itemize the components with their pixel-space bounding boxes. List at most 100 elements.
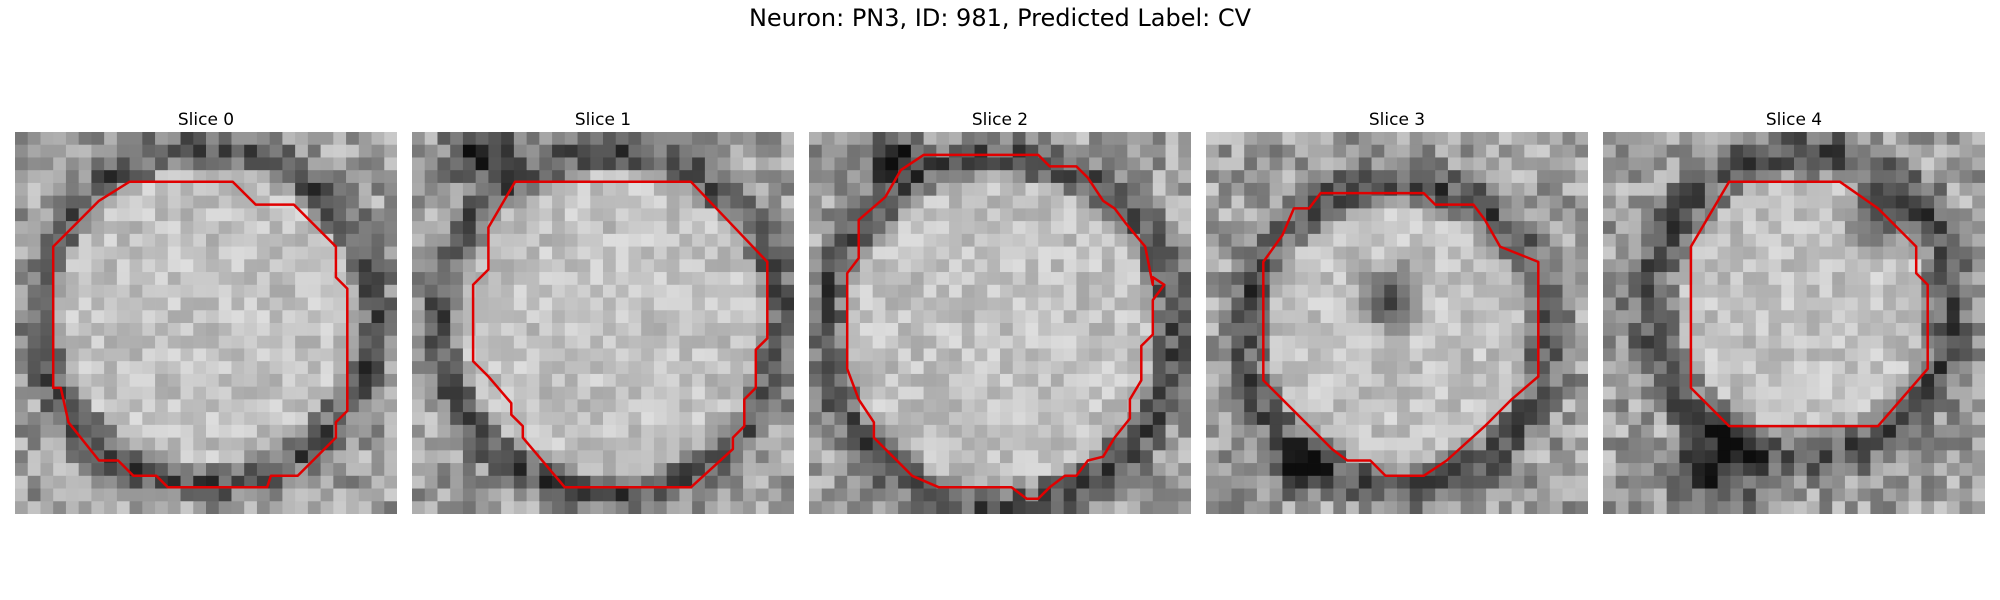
pixel (437, 489, 450, 502)
pixel (450, 450, 463, 463)
pixel (1127, 476, 1140, 489)
pixel (1051, 336, 1064, 349)
pixel (1628, 412, 1641, 425)
pixel (1845, 145, 1858, 158)
pixel (1972, 272, 1985, 285)
pixel (1178, 387, 1191, 400)
pixel (1960, 463, 1973, 476)
pixel (104, 221, 117, 234)
pixel (1947, 323, 1960, 336)
pixel (1321, 476, 1334, 489)
pixel (1819, 247, 1832, 260)
pixel (1219, 323, 1232, 336)
pixel (809, 399, 822, 412)
pixel (1972, 132, 1985, 145)
pixel (1333, 501, 1346, 514)
pixel (1563, 374, 1576, 387)
pixel (282, 463, 295, 476)
pixel (282, 145, 295, 158)
pixel (476, 387, 489, 400)
pixel (1524, 208, 1537, 221)
pixel (539, 476, 552, 489)
pixel (181, 412, 194, 425)
pixel (1960, 157, 1973, 170)
pixel (718, 259, 731, 272)
slice-image-3 (1206, 132, 1588, 514)
pixel (1013, 310, 1026, 323)
pixel (911, 285, 924, 298)
pixel (1333, 323, 1346, 336)
pixel (1781, 450, 1794, 463)
pixel (1858, 374, 1871, 387)
pixel (1896, 310, 1909, 323)
pixel (1807, 476, 1820, 489)
pixel (578, 221, 591, 234)
pixel (1384, 425, 1397, 438)
pixel (270, 247, 283, 260)
pixel (527, 425, 540, 438)
pixel (898, 450, 911, 463)
pixel (91, 463, 104, 476)
pixel (834, 412, 847, 425)
pixel (181, 361, 194, 374)
pixel (1947, 361, 1960, 374)
pixel (1244, 412, 1257, 425)
pixel (15, 387, 28, 400)
pixel (117, 259, 130, 272)
pixel (244, 399, 257, 412)
pixel (1064, 438, 1077, 451)
pixel (1896, 374, 1909, 387)
pixel (1333, 196, 1346, 209)
pixel (654, 425, 667, 438)
pixel (231, 234, 244, 247)
pixel (425, 425, 438, 438)
pixel (565, 450, 578, 463)
pixel (28, 272, 41, 285)
pixel (295, 310, 308, 323)
pixel (769, 463, 782, 476)
pixel (1486, 170, 1499, 183)
pixel (692, 310, 705, 323)
pixel (822, 145, 835, 158)
pixel (1270, 501, 1283, 514)
pixel (282, 399, 295, 412)
pixel (15, 463, 28, 476)
pixel (654, 221, 667, 234)
pixel (1115, 145, 1128, 158)
pixel (1781, 374, 1794, 387)
pixel (1883, 272, 1896, 285)
pixel (1705, 259, 1718, 272)
pixel (1947, 425, 1960, 438)
pixel (1025, 221, 1038, 234)
pixel (1321, 323, 1334, 336)
pixel (321, 157, 334, 170)
pixel (1000, 336, 1013, 349)
pixel (1102, 323, 1115, 336)
pixel (962, 361, 975, 374)
pixel (372, 489, 385, 502)
pixel (40, 348, 53, 361)
pixel (1321, 348, 1334, 361)
pixel (1641, 247, 1654, 260)
pixel (1270, 298, 1283, 311)
pixel (384, 501, 397, 514)
pixel (1178, 374, 1191, 387)
pixel (1667, 132, 1680, 145)
pixel (1603, 425, 1616, 438)
pixel (270, 208, 283, 221)
pixel (975, 450, 988, 463)
pixel (66, 157, 79, 170)
pixel (1679, 489, 1692, 502)
pixel (1769, 450, 1782, 463)
pixel (1692, 323, 1705, 336)
pixel (1397, 489, 1410, 502)
pixel (1603, 476, 1616, 489)
pixel (847, 412, 860, 425)
pixel (1575, 323, 1588, 336)
pixel (898, 310, 911, 323)
pixel (1270, 183, 1283, 196)
pixel (603, 208, 616, 221)
pixel (1270, 157, 1283, 170)
pixel (1064, 361, 1077, 374)
pixel (1781, 221, 1794, 234)
